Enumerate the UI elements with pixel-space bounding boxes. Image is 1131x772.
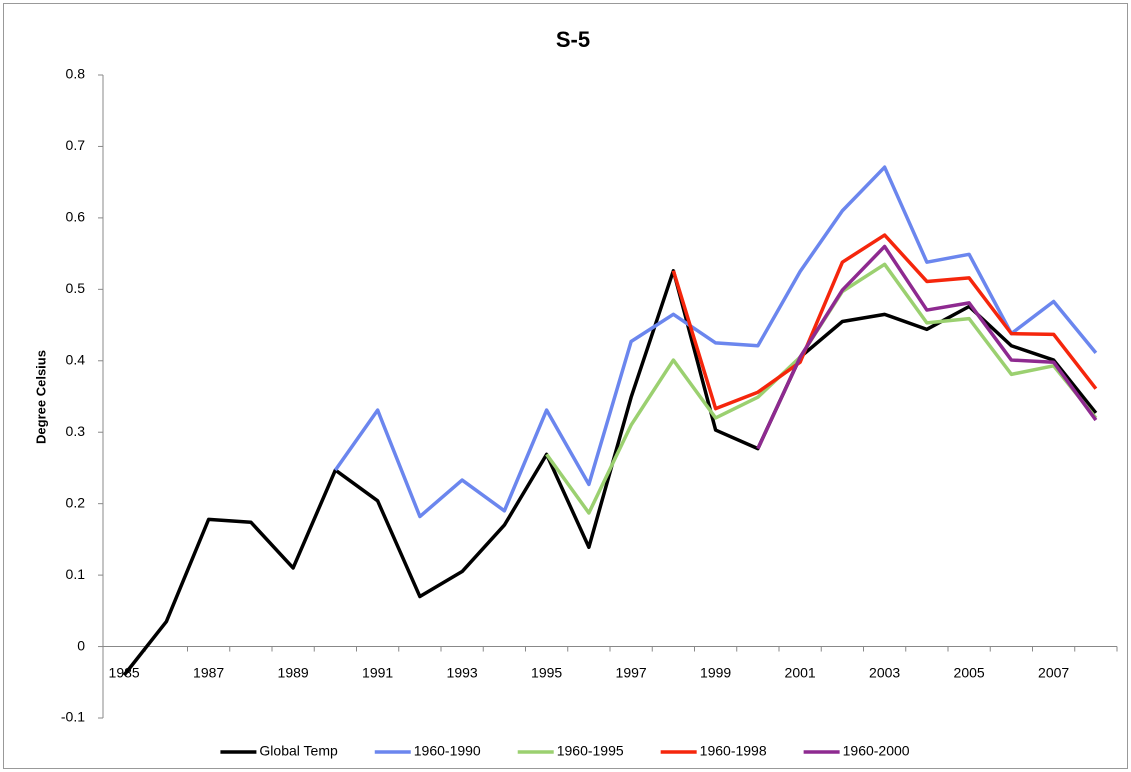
y-tick-label: 0.1 (66, 566, 86, 582)
legend-label: 1960-1998 (700, 743, 767, 759)
y-tick-label: 0.6 (66, 209, 86, 225)
x-tick-label: 1987 (193, 664, 224, 680)
x-tick-label: 2007 (1038, 664, 1069, 680)
x-tick-label: 1999 (700, 664, 731, 680)
chart-frame (3, 3, 1128, 769)
x-tick-label: 2003 (869, 664, 900, 680)
x-tick-label: 2001 (785, 664, 816, 680)
x-tick-label: 1989 (278, 664, 309, 680)
x-tick-label: 1993 (447, 664, 478, 680)
x-tick-label: 1997 (616, 664, 647, 680)
y-tick-label: 0.4 (66, 351, 86, 367)
y-tick-label: 0.3 (66, 423, 86, 439)
x-tick-label: 2005 (954, 664, 985, 680)
y-tick-label: 0 (77, 637, 85, 653)
y-tick-label: -0.1 (61, 709, 85, 725)
legend-label: 1960-1990 (414, 743, 481, 759)
legend-label: 1960-1995 (557, 743, 624, 759)
y-tick-label: 0.2 (66, 494, 86, 510)
legend-label: 1960-2000 (843, 743, 910, 759)
y-tick-label: 0.7 (66, 137, 86, 153)
y-axis-label: Degree Celsius (33, 350, 48, 444)
x-tick-label: 1991 (362, 664, 393, 680)
legend-label: Global Temp (259, 743, 338, 759)
x-tick-label: 1995 (531, 664, 562, 680)
chart-title: S-5 (556, 27, 590, 52)
series-line (671, 233, 1098, 411)
series-line (333, 165, 1098, 519)
y-tick-label: 0.5 (66, 280, 86, 296)
series-line (756, 244, 1098, 450)
y-tick-label: 0.8 (66, 66, 86, 82)
